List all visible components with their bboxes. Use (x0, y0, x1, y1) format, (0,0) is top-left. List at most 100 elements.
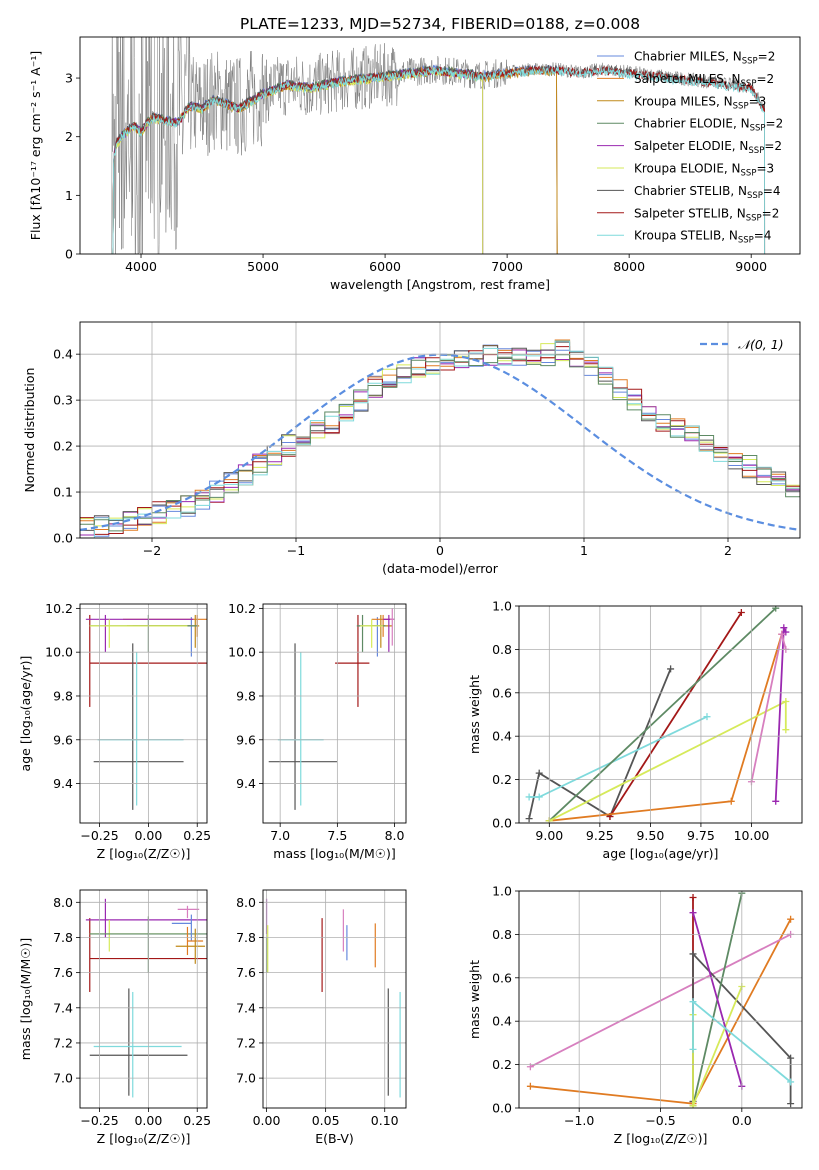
legend-entry-tail: =3 (756, 162, 774, 176)
x-tick-label: 9.00 (535, 828, 563, 843)
legend-entry-tail: =2 (766, 117, 784, 131)
histogram-step-kroupa_stelib (80, 340, 800, 538)
weight-marker-salpeter_stelib (737, 609, 745, 617)
weight-marker-salpeter_elodie (782, 628, 790, 636)
weight-marker-chabrier_stelib (787, 1054, 795, 1062)
x-tick-label: 0.0 (732, 1113, 752, 1128)
weight-marker-chabrier_stelib (535, 769, 543, 777)
weight-marker-kroupa_stelib (703, 713, 711, 721)
weight-line-salpeter_stelib (609, 612, 743, 817)
legend-entry: Salpeter ELODIE, NSSP=2 (634, 139, 782, 156)
weight-line-chabrier_stelib (528, 668, 672, 819)
x-tick-label: −0.5 (645, 1113, 675, 1128)
x-tick-label: 9000 (735, 259, 767, 274)
residuals-histogram-panel: −2 −1 0 1 2 0.0 0.1 0.2 0.3 0.4 (data-model)/error… (22, 321, 801, 576)
y-tick-label: 10.0 (228, 645, 256, 660)
x-tick-label: 4000 (125, 259, 157, 274)
x-tick-label: 0.25 (183, 1113, 211, 1128)
y-tick-label: 8.0 (53, 895, 73, 910)
legend-entry-sub: SSP (742, 57, 758, 67)
histogram-step-chabrier_miles (80, 344, 800, 538)
figure-title: PLATE=1233, MJD=52734, FIBERID=0188, z=0… (240, 15, 640, 33)
y-axis-label: mass weight (467, 960, 482, 1039)
x-axis-label: age [log₁₀(age/yr)] (603, 846, 719, 861)
legend-entry-tail: =2 (756, 72, 774, 86)
x-tick-label: 2 (724, 543, 732, 558)
plot-area (526, 891, 795, 1108)
legend-entry-tail: =2 (758, 50, 776, 64)
legend-entry: Kroupa STELIB, NSSP=4 (634, 229, 772, 246)
weight-marker-kroupa_elodie (782, 697, 790, 705)
x-tick-label: 0.00 (253, 1113, 281, 1128)
y-tick-label: 10.2 (228, 601, 256, 616)
weight-marker-chabrier_stelib (787, 1100, 795, 1108)
y-tick-label: 3 (65, 71, 73, 86)
y-tick-label: 0.2 (53, 439, 73, 454)
y-tick-label: 1.0 (492, 884, 512, 899)
legend-entry: Kroupa MILES, NSSP=3 (634, 94, 766, 111)
x-tick-label: 7.5 (327, 828, 347, 843)
legend-entry: Chabrier ELODIE, NSSP=2 (634, 117, 783, 134)
model-line-kroupa_stelib (112, 66, 766, 254)
x-tick-label: 0.00 (134, 828, 162, 843)
y-tick-label: 0.4 (492, 729, 512, 744)
plot-area (85, 898, 207, 1098)
x-tick-label: 8000 (613, 259, 645, 274)
x-axis-label: Z [log₁₀(Z/Z☉)] (614, 1131, 708, 1146)
y-tick-label: 0.2 (492, 772, 512, 787)
y-tick-label: 9.6 (53, 732, 73, 747)
x-tick-label: 9.50 (636, 828, 664, 843)
legend-entry: Chabrier MILES, NSSP=2 (634, 50, 775, 67)
legend-entry: Kroupa ELODIE, NSSP=3 (634, 162, 774, 179)
axes-frame (518, 605, 803, 824)
weight-marker-kroupa_elodie (782, 726, 790, 734)
weight-line-kroupa_elodie (692, 986, 743, 1107)
y-tick-label: 7.4 (53, 1000, 73, 1015)
x-tick-label: 0.05 (312, 1113, 340, 1128)
histogram-step-salpeter_miles (80, 339, 800, 531)
y-axis-label: age [log₁₀(age/yr)] (18, 656, 33, 772)
weight-vs-metallicity-panel: −1.0 −0.5 0.0 0.0 0.2 0.4 0.6 0.8 1.0 Z [log₁₀(Z/… (467, 884, 803, 1146)
x-tick-label: 0.25 (183, 828, 211, 843)
legend-entry-sub: SSP (747, 191, 763, 201)
legend-entry: 𝒩(0, 1) (738, 337, 784, 352)
legend-entry-sub: SSP (738, 236, 754, 246)
x-axis-label: Z [log₁₀(Z/Z☉)] (97, 846, 191, 861)
legend-entry-name: Kroupa STELIB, N (634, 229, 738, 243)
legend-entry-sub: SSP (746, 213, 762, 223)
x-tick-label: 0 (436, 543, 444, 558)
y-tick-label: 8.0 (236, 895, 256, 910)
x-tick-label: 7.0 (270, 828, 290, 843)
weight-marker-extra_pink (778, 630, 786, 638)
weight-marker-chabrier_stelib (689, 950, 697, 958)
y-tick-label: 0.0 (53, 531, 73, 546)
legend-entry-tail: =4 (763, 184, 781, 198)
y-tick-label: 0.4 (53, 347, 73, 362)
mass-vs-ebv-panel: 0.00 0.05 0.10 7.0 7.2 7.4 7.6 7.8 8.0 E(B-V) (236, 889, 407, 1146)
weight-marker-kroupa_stelib (689, 1045, 697, 1053)
x-tick-label: 10.00 (734, 828, 770, 843)
weight-marker-salpeter_miles (787, 915, 795, 923)
legend-entry-name: Kroupa MILES, N (634, 94, 733, 108)
y-tick-label: 0.8 (492, 642, 512, 657)
y-tick-label: 7.6 (236, 965, 256, 980)
weight-marker-kroupa_stelib (787, 1078, 795, 1086)
y-tick-label: 9.4 (53, 776, 73, 791)
axes-frame (79, 889, 208, 1109)
y-tick-label: 10.2 (45, 601, 73, 616)
y-tick-label: 7.8 (236, 930, 256, 945)
y-tick-label: 9.6 (236, 732, 256, 747)
histogram-step-chabrier_elodie (80, 354, 800, 532)
x-tick-label: 0.10 (371, 1113, 399, 1128)
weight-marker-salpeter_miles (727, 797, 735, 805)
y-tick-label: 0.6 (492, 685, 512, 700)
legend-entry: Chabrier STELIB, NSSP=4 (634, 184, 781, 201)
legend-entry-sub: SSP (741, 169, 757, 179)
y-tick-label: 0.1 (53, 485, 73, 500)
x-axis-label: wavelength [Angstrom, rest frame] (330, 277, 550, 292)
legend-entry: Salpeter MILES, NSSP=2 (634, 72, 774, 89)
legend-entry-sub: SSP (750, 124, 766, 134)
axes-frame (79, 36, 801, 255)
weight-line-chabrier_elodie (548, 607, 777, 822)
